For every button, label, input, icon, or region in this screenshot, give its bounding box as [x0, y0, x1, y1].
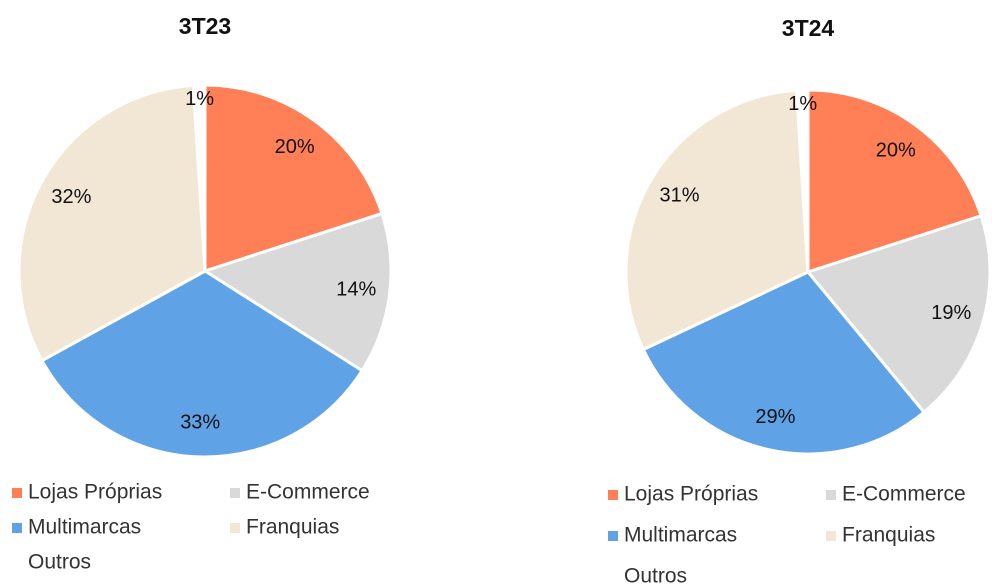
- data-label: 32%: [51, 186, 91, 208]
- legend-marker: [12, 523, 22, 533]
- legend-label: Lojas Próprias: [28, 481, 162, 504]
- legend-label: Multimarcas: [624, 524, 737, 547]
- legend-marker: [230, 488, 240, 498]
- legend-label: Outros: [28, 551, 91, 574]
- pie-slice: [794, 88, 810, 273]
- legend-marker: [230, 523, 240, 533]
- data-label: 20%: [876, 140, 916, 162]
- data-label: 33%: [180, 412, 220, 434]
- legend-marker: [826, 531, 836, 541]
- chart-title: 3T23: [179, 13, 231, 39]
- legend-marker: [608, 572, 618, 582]
- pie-slice: [806, 88, 983, 275]
- legend-label: Franquias: [842, 524, 935, 547]
- legend-label: Franquias: [246, 516, 339, 539]
- legend-label: Lojas Próprias: [624, 483, 758, 506]
- pie-slice: [805, 213, 992, 415]
- data-label: 20%: [275, 136, 315, 158]
- legend-label: E-Commerce: [842, 483, 966, 506]
- legend-marker: [12, 558, 22, 568]
- legend-label: Multimarcas: [28, 516, 141, 539]
- data-label: 19%: [931, 302, 971, 324]
- data-label: 14%: [336, 278, 376, 300]
- data-label: 1%: [185, 88, 214, 110]
- pie-slice: [203, 83, 384, 274]
- data-label: 1%: [788, 93, 817, 115]
- legend-marker: [608, 531, 618, 541]
- chart-title: 3T24: [782, 15, 835, 41]
- data-label: 31%: [660, 184, 700, 206]
- pie-slice: [17, 83, 207, 363]
- pie-slice: [201, 211, 393, 373]
- data-label: 29%: [755, 406, 795, 428]
- legend-label: Outros: [624, 565, 687, 588]
- legend-marker: [826, 490, 836, 500]
- legend-marker: [608, 490, 618, 500]
- legend-label: E-Commerce: [246, 481, 370, 504]
- legend-marker: [12, 488, 22, 498]
- pie-slice: [191, 83, 207, 272]
- pie-slice: [624, 88, 810, 352]
